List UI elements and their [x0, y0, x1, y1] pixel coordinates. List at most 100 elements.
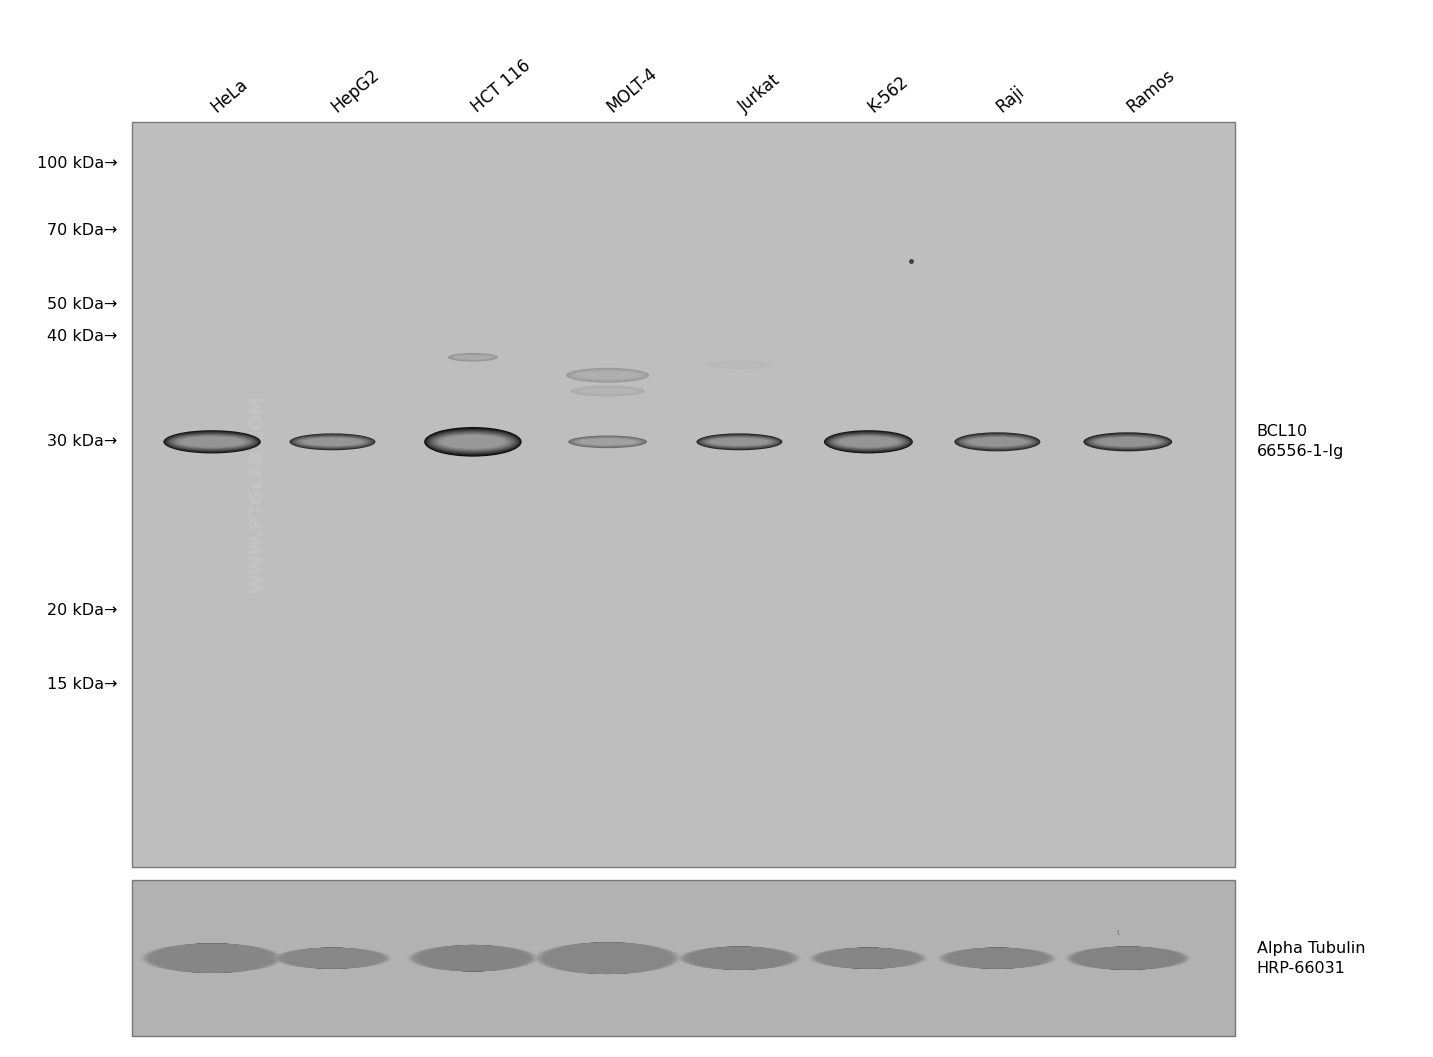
Ellipse shape [417, 945, 529, 971]
Ellipse shape [572, 387, 643, 395]
Ellipse shape [709, 361, 770, 368]
Ellipse shape [834, 435, 903, 448]
Ellipse shape [539, 943, 676, 975]
Ellipse shape [566, 368, 649, 383]
Ellipse shape [708, 360, 771, 369]
Text: 100 kDa→: 100 kDa→ [37, 156, 118, 171]
Ellipse shape [1083, 432, 1172, 451]
Ellipse shape [173, 435, 251, 448]
Bar [132, 122, 1235, 867]
Text: Jurkat: Jurkat [735, 72, 784, 116]
Ellipse shape [169, 433, 255, 450]
Ellipse shape [940, 947, 1055, 968]
Text: WWW.PTGLAB.COM: WWW.PTGLAB.COM [249, 395, 267, 593]
Ellipse shape [949, 947, 1046, 968]
Ellipse shape [158, 943, 267, 972]
Ellipse shape [696, 433, 782, 450]
Bar [132, 880, 1235, 1036]
Ellipse shape [950, 947, 1045, 968]
Ellipse shape [964, 437, 1030, 447]
Text: HeLa: HeLa [208, 75, 252, 116]
Ellipse shape [954, 432, 1040, 451]
Text: Alpha Tubulin
HRP-66031: Alpha Tubulin HRP-66031 [1257, 941, 1366, 976]
Ellipse shape [272, 947, 393, 968]
Ellipse shape [146, 943, 278, 972]
Ellipse shape [679, 947, 800, 970]
Ellipse shape [956, 433, 1039, 450]
Ellipse shape [145, 943, 279, 972]
Text: MOLT-4: MOLT-4 [603, 64, 661, 116]
Text: 20 kDa→: 20 kDa→ [47, 604, 118, 618]
Ellipse shape [960, 435, 1035, 448]
Ellipse shape [711, 438, 768, 446]
Ellipse shape [1078, 947, 1178, 970]
Ellipse shape [552, 943, 663, 975]
Ellipse shape [176, 435, 248, 448]
Ellipse shape [570, 386, 645, 396]
Ellipse shape [537, 943, 678, 975]
Ellipse shape [163, 430, 261, 453]
Ellipse shape [1076, 947, 1179, 970]
Ellipse shape [811, 947, 926, 968]
Ellipse shape [691, 947, 788, 970]
Ellipse shape [830, 433, 907, 450]
Text: HepG2: HepG2 [328, 66, 383, 116]
Text: Ramos: Ramos [1123, 67, 1178, 116]
Ellipse shape [704, 437, 775, 447]
Ellipse shape [291, 434, 374, 449]
Ellipse shape [549, 943, 666, 975]
Text: 30 kDa→: 30 kDa→ [47, 434, 118, 449]
Ellipse shape [820, 947, 917, 968]
Ellipse shape [817, 947, 920, 968]
Ellipse shape [292, 435, 373, 448]
Ellipse shape [567, 435, 646, 448]
Ellipse shape [1092, 435, 1164, 448]
Ellipse shape [573, 438, 642, 446]
Ellipse shape [295, 435, 370, 448]
Ellipse shape [937, 947, 1058, 968]
Ellipse shape [441, 435, 504, 448]
Ellipse shape [957, 434, 1037, 449]
Ellipse shape [1086, 434, 1169, 449]
Ellipse shape [297, 437, 368, 447]
Ellipse shape [168, 433, 257, 450]
Text: 40 kDa→: 40 kDa→ [47, 329, 118, 344]
Ellipse shape [1095, 437, 1161, 447]
Ellipse shape [430, 431, 516, 452]
Text: Raji: Raji [993, 82, 1027, 116]
Text: 50 kDa→: 50 kDa→ [47, 297, 118, 312]
Ellipse shape [411, 945, 535, 971]
Ellipse shape [706, 438, 772, 446]
Ellipse shape [172, 434, 252, 449]
Ellipse shape [159, 943, 265, 972]
Ellipse shape [573, 371, 642, 379]
Ellipse shape [1085, 433, 1171, 450]
Ellipse shape [694, 947, 785, 970]
Ellipse shape [421, 945, 524, 971]
Ellipse shape [1070, 947, 1185, 970]
Ellipse shape [1073, 947, 1182, 970]
Ellipse shape [969, 438, 1026, 446]
Ellipse shape [825, 431, 911, 452]
Ellipse shape [686, 947, 792, 970]
Ellipse shape [281, 947, 384, 968]
Ellipse shape [577, 371, 638, 379]
Ellipse shape [567, 369, 648, 382]
Ellipse shape [426, 428, 520, 456]
Text: K-562: K-562 [864, 73, 911, 116]
Ellipse shape [813, 947, 924, 968]
Ellipse shape [946, 947, 1049, 968]
Ellipse shape [576, 438, 639, 446]
Ellipse shape [570, 437, 645, 447]
Ellipse shape [821, 947, 916, 968]
Ellipse shape [438, 434, 507, 449]
Ellipse shape [831, 434, 906, 449]
Ellipse shape [426, 429, 520, 455]
Ellipse shape [424, 427, 522, 457]
Ellipse shape [941, 947, 1053, 968]
Ellipse shape [291, 434, 374, 449]
Ellipse shape [547, 943, 668, 975]
Ellipse shape [962, 435, 1033, 448]
Ellipse shape [416, 945, 530, 971]
Ellipse shape [289, 433, 375, 450]
